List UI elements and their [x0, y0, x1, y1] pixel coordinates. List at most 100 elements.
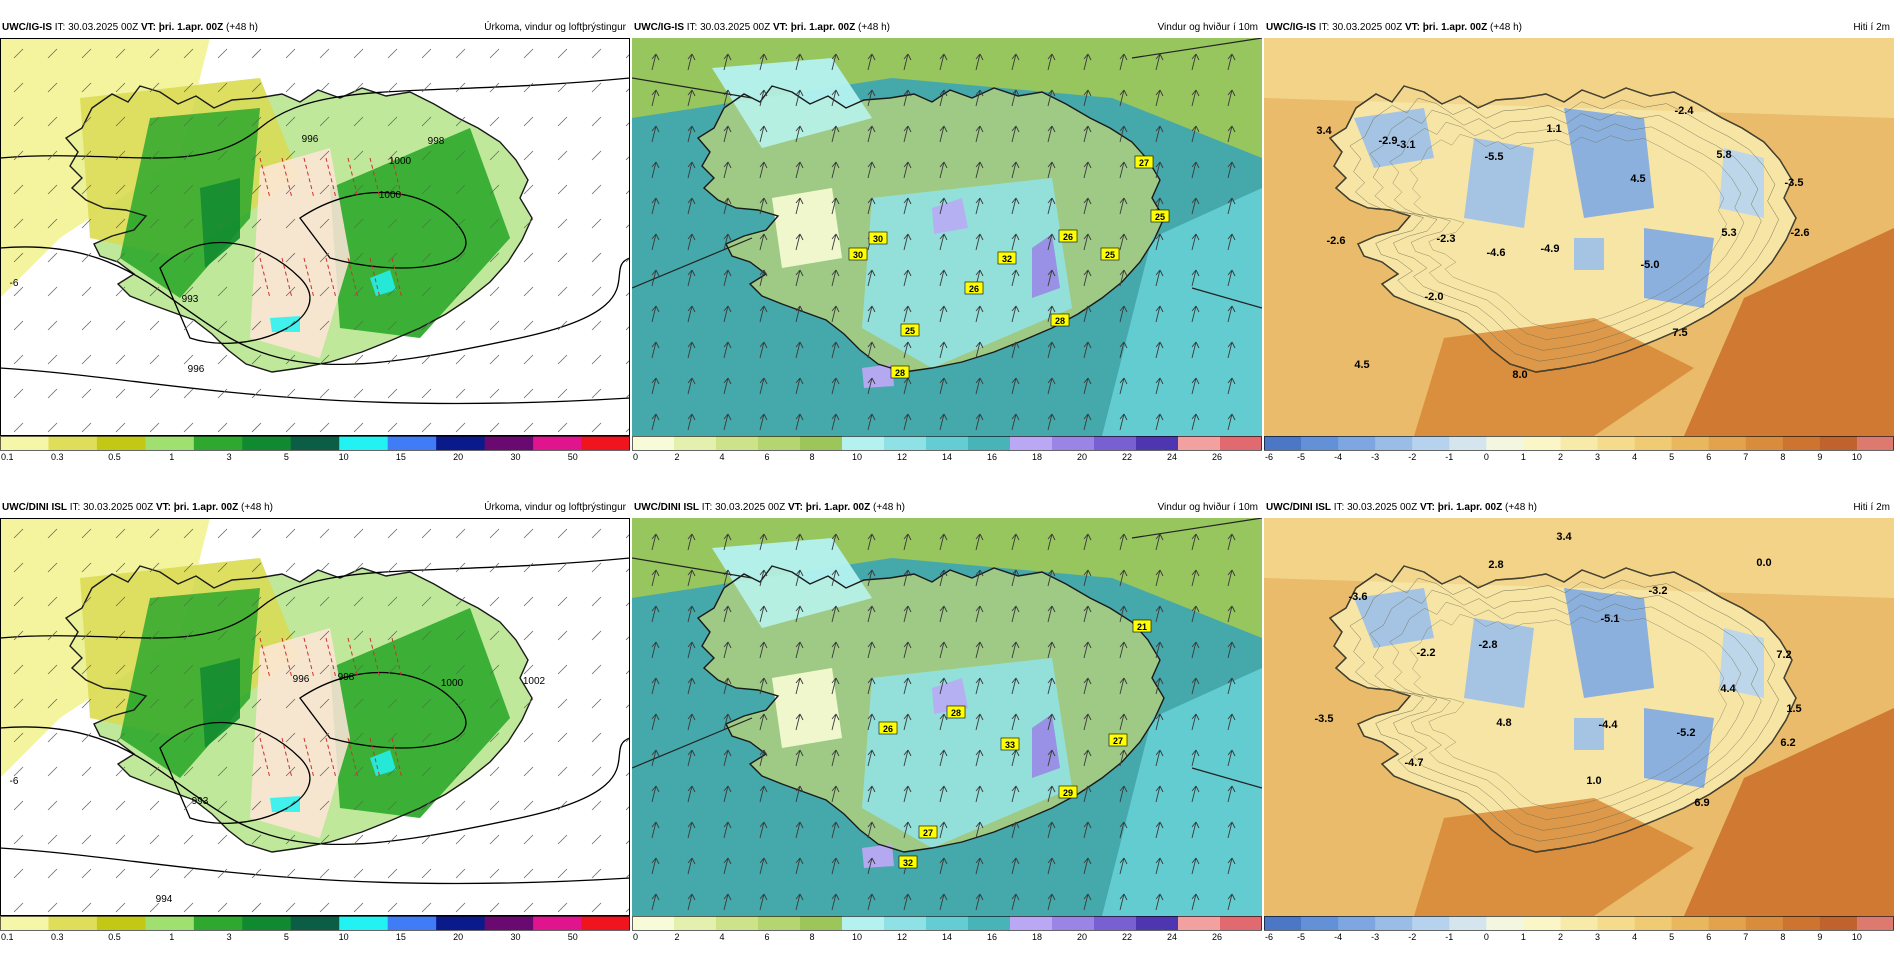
wind-barb: [115, 218, 126, 229]
wind-arrow: [1119, 569, 1128, 587]
wind-barb: [47, 834, 58, 845]
wind-barb: [557, 698, 568, 709]
wind-barb: [115, 732, 126, 743]
wind-barb: [421, 422, 432, 433]
wind-barb: [285, 320, 296, 331]
gust-marker-box: [1134, 155, 1154, 169]
gust-value: 21: [1137, 622, 1147, 632]
wind-arrow: [1191, 857, 1200, 875]
colorbar-tick-label: -2: [1408, 452, 1416, 462]
wind-arrow: [651, 857, 660, 875]
wind-arrow: [1011, 821, 1020, 839]
wind-barb: [13, 902, 24, 913]
wind-barb: [319, 422, 330, 433]
panel-title: Úrkoma, vindur og loftþrýstingur: [484, 502, 626, 513]
wind-arrow: [1191, 161, 1200, 179]
wind-barb: [47, 422, 58, 433]
wind-barb: [115, 902, 126, 913]
region-border: [632, 237, 753, 289]
coastline: [64, 565, 533, 853]
temperature-value: -2.6: [1791, 227, 1810, 239]
wind-arrow: [975, 677, 984, 695]
wind-barb: [387, 698, 398, 709]
wind-arrow: [867, 377, 876, 395]
field-shading: [1684, 708, 1894, 916]
map-view[interactable]: 26 28 33 27 29 27 32 21: [632, 518, 1262, 916]
temperature-contour: [1349, 577, 1779, 842]
wind-barb: [625, 669, 630, 675]
wind-barb: [387, 150, 398, 161]
wind-arrow: [1191, 305, 1200, 323]
wind-barb: [251, 732, 262, 743]
wind-barb: [13, 732, 24, 743]
wind-arrow: [1047, 821, 1056, 839]
wind-arrow: [1155, 677, 1164, 695]
wind-barb: [115, 116, 126, 127]
gust-value: 32: [903, 858, 913, 868]
wind-arrow: [723, 641, 732, 659]
wind-arrow: [651, 233, 660, 251]
colorbar-swatch: [48, 436, 98, 450]
wind-barb: [591, 286, 602, 297]
wind-arrow: [1083, 893, 1092, 911]
colorbar-swatch: [145, 916, 195, 930]
wind-barb: [523, 320, 534, 331]
colorbar-swatch: [1178, 436, 1221, 450]
wind-barb: [47, 354, 58, 365]
wind-barb: [81, 562, 92, 573]
colorbar-tick-label: 7: [1743, 932, 1748, 942]
wind-arrow: [795, 89, 804, 107]
wind-arrow: [1191, 125, 1200, 143]
wind-arrow: [687, 341, 696, 359]
wind-arrow: [1047, 893, 1056, 911]
wind-barb: [523, 184, 534, 195]
colorbar-swatch: [758, 916, 801, 930]
wind-barb: [319, 834, 330, 845]
colorbar-tick-label: 6: [764, 932, 769, 942]
wind-barb: [421, 354, 432, 365]
map-view[interactable]: 993 1000 1000 998 996 -6 996: [0, 38, 630, 436]
wind-barb: [149, 562, 160, 573]
wind-barb: [47, 902, 58, 913]
colorbar-canvas: 0.1 0.3 0.5 1 3 5 10 15 20 30 50: [0, 436, 630, 462]
isobar-line: [0, 726, 630, 845]
wind-arrow: [903, 197, 912, 215]
map-view[interactable]: 3.4 2.8 0.0 -3.6 -3.2 -5.1 -2.2 -2.8 7.2 4.4 1.5 -3…: [1264, 518, 1894, 916]
colorbar-swatch: [1136, 436, 1179, 450]
wind-barb: [557, 320, 568, 331]
wind-barb: [523, 286, 534, 297]
wind-barb: [421, 732, 432, 743]
panel-title: Hiti í 2m: [1853, 22, 1890, 33]
map-view[interactable]: 993 996 998 1000 1002 -6 994: [0, 518, 630, 916]
colorbar-tick-label: 3: [227, 932, 232, 942]
wind-arrow: [651, 713, 660, 731]
wind-arrow: [723, 785, 732, 803]
colorbar-swatch: [193, 916, 243, 930]
wind-barb: [285, 388, 296, 399]
colorbar-tick-label: 10: [339, 452, 349, 462]
wind-barb: [115, 664, 126, 675]
wind-arrow: [867, 713, 876, 731]
colorbar-swatch: [1052, 916, 1095, 930]
wind-barb: [557, 902, 568, 913]
wind-barb: [251, 48, 262, 59]
colorbar-tick-label: 4: [1632, 452, 1637, 462]
wind-barb: [625, 703, 630, 709]
wind-barb: [47, 48, 58, 59]
valid-time: þri. 1.apr. 00Z: [173, 502, 239, 513]
wind-arrow: [795, 785, 804, 803]
wind-arrow: [903, 605, 912, 623]
map-view[interactable]: 30 30 32 26 26 25 25 28 28 27 25: [632, 38, 1262, 436]
map-view[interactable]: 3.4 -2.9 -2.6 -3.1 -5.5 1.1 -2.4 5.8 -3.5 4.5 5.3 -…: [1264, 38, 1894, 436]
wind-barb: [523, 766, 534, 777]
wind-arrow: [1011, 893, 1020, 911]
wind-barb: [489, 562, 500, 573]
wind-barb: [183, 630, 194, 641]
wind-arrow: [1227, 785, 1236, 803]
wind-arrow: [1227, 893, 1236, 911]
colorbar: -6 -5 -4 -3 -2 -1 0 1 2 3 4 5 6 7 8 9 10: [1264, 916, 1894, 942]
wind-arrow: [651, 341, 660, 359]
wind-barb: [625, 873, 630, 879]
wind-arrow: [1227, 605, 1236, 623]
wind-arrow: [867, 605, 876, 623]
